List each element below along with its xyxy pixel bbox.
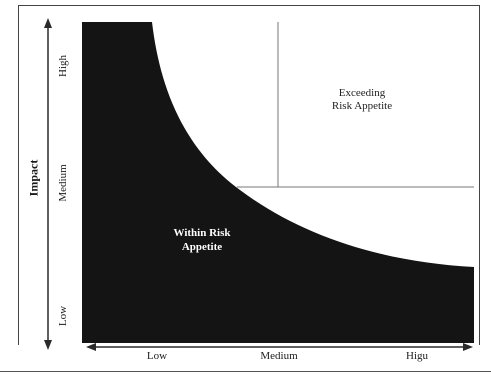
x-axis-arrow-right [463, 343, 473, 351]
y-tick-medium: Medium [57, 164, 69, 202]
frame-bottom-border [0, 371, 491, 372]
within-risk-appetite-label: Within Risk Appetite [174, 226, 231, 254]
exceeding-label-line-2: Risk Appetite [331, 100, 393, 112]
frame-left-border [18, 5, 19, 345]
y-axis-arrow-up [44, 18, 52, 28]
x-tick-medium: Medium [260, 350, 298, 362]
x-axis-arrow-left [86, 343, 96, 351]
exceeding-risk-appetite-label: Exceeding Risk Appetite [332, 87, 392, 113]
y-axis-title: Impact [26, 159, 41, 197]
y-tick-low: Low [57, 305, 69, 327]
exceeding-label-line-1: Exceeding [338, 87, 386, 99]
within-label-line-1: Within Risk [173, 227, 231, 239]
x-tick-low: Low [146, 350, 168, 362]
within-label-line-2: Appetite [181, 241, 223, 253]
x-tick-high: Higu [406, 350, 428, 362]
y-axis-arrow-down [44, 340, 52, 350]
frame-right-border [479, 5, 480, 345]
within-appetite-region [82, 22, 474, 343]
frame-top-border [18, 5, 480, 6]
y-tick-high: High [57, 55, 69, 77]
